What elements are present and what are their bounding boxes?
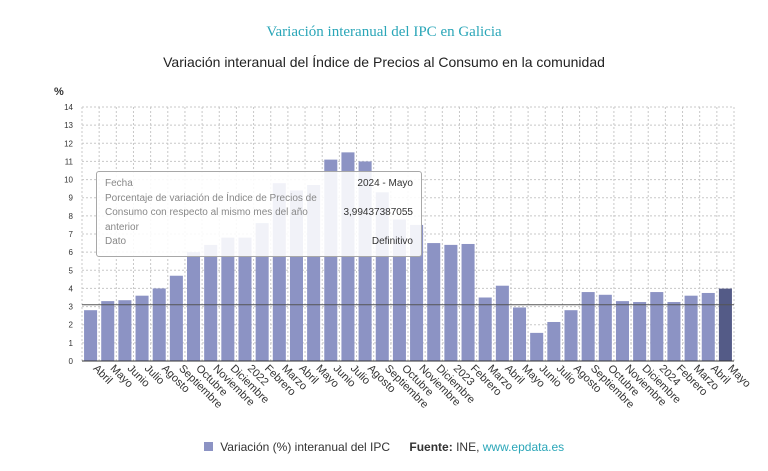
bar xyxy=(684,295,698,361)
bar xyxy=(118,300,132,361)
bar xyxy=(169,275,183,361)
tooltip-row-status: Dato Definitivo xyxy=(105,235,413,250)
bar xyxy=(461,243,475,361)
chart-subtitle: Variación interanual del Índice de Preci… xyxy=(163,54,605,70)
bar xyxy=(135,295,149,361)
legend-series-label: Variación (%) interanual del IPC xyxy=(220,440,391,454)
source-label: Fuente: xyxy=(409,440,453,454)
y-tick-label: 7 xyxy=(69,230,74,239)
x-tick-label: Abril xyxy=(90,363,114,387)
bar xyxy=(547,321,561,361)
tooltip-status-label: Dato xyxy=(105,236,127,247)
source-link[interactable]: www.epdata.es xyxy=(482,440,565,454)
tooltip-row-date: Fecha 2024 - Mayo xyxy=(105,177,413,192)
tooltip-row-variation: Porcentaje de variación de Índice de Pre… xyxy=(105,192,413,236)
y-tick-label: 9 xyxy=(69,194,74,203)
bar xyxy=(667,302,681,361)
y-tick-label: 6 xyxy=(69,248,74,257)
tooltip-date-value: 2024 - Mayo xyxy=(357,178,413,189)
bar xyxy=(650,292,664,361)
bar xyxy=(187,252,201,361)
y-tick-label: 14 xyxy=(64,103,73,112)
y-tick-label: 2 xyxy=(69,321,74,330)
bar xyxy=(633,302,647,361)
bar xyxy=(530,332,544,361)
bar xyxy=(718,288,732,361)
bar xyxy=(255,223,269,361)
tooltip-variation-label: Porcentaje de variación de Índice de Pre… xyxy=(105,192,317,233)
y-tick-label: 5 xyxy=(69,266,74,275)
bar xyxy=(101,301,115,361)
bar xyxy=(581,292,595,361)
source-text: INE, xyxy=(456,440,480,454)
bar xyxy=(444,244,458,361)
bar xyxy=(478,297,492,361)
chart-title: Variación interanual del IPC en Galicia xyxy=(266,24,502,40)
y-tick-label: 1 xyxy=(69,339,74,348)
y-tick-label: 11 xyxy=(65,157,74,166)
y-tick-label: 13 xyxy=(64,121,73,130)
tooltip-variation-value: 3,99437387055 xyxy=(343,206,413,218)
y-tick-label: 4 xyxy=(69,284,74,293)
bar xyxy=(410,224,424,361)
legend-swatch xyxy=(203,442,213,451)
bar xyxy=(84,310,98,361)
y-tick-label: 12 xyxy=(64,139,73,148)
bar xyxy=(427,243,441,361)
y-tick-label: 3 xyxy=(69,303,74,312)
bar xyxy=(701,292,715,361)
bar xyxy=(513,307,527,361)
data-tooltip: Fecha 2024 - Mayo Porcentaje de variació… xyxy=(96,171,422,257)
bar xyxy=(495,285,509,361)
y-tick-label: 0 xyxy=(69,357,74,366)
bar xyxy=(204,244,218,361)
y-tick-label: 10 xyxy=(64,176,73,185)
bar xyxy=(238,237,252,361)
bar xyxy=(615,301,629,361)
y-axis-label: % xyxy=(54,86,64,98)
bar xyxy=(221,237,235,361)
y-tick-label: 8 xyxy=(69,212,74,221)
bar xyxy=(598,294,612,361)
tooltip-status-value: Definitivo xyxy=(371,236,413,247)
bar xyxy=(152,288,166,361)
bar xyxy=(564,310,578,361)
tooltip-date-label: Fecha xyxy=(105,178,133,189)
chart-legend: Variación (%) interanual del IPC Fuente:… xyxy=(0,440,768,454)
